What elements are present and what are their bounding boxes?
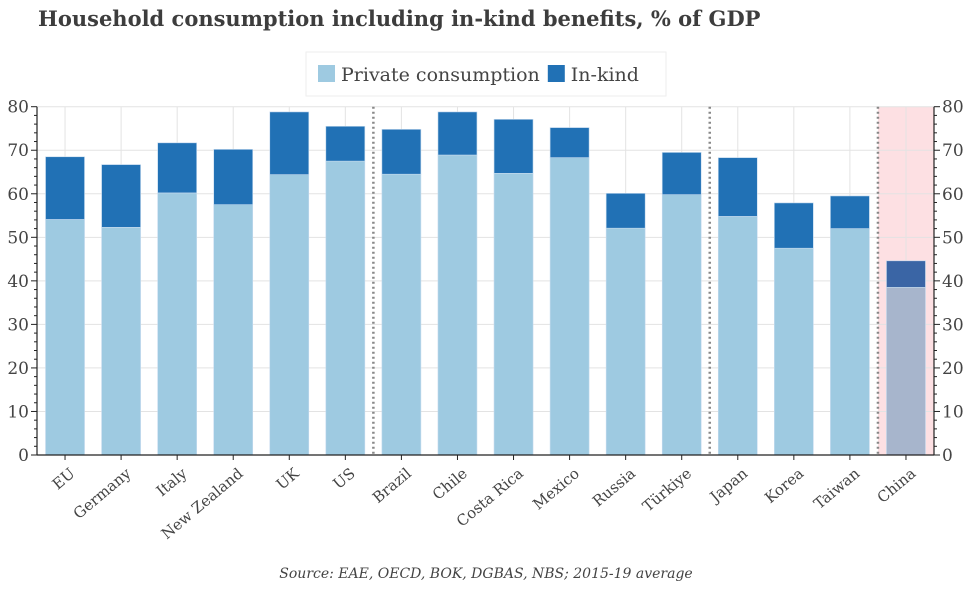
bar-inkind-eu — [45, 156, 85, 220]
y-tick-label-right: 60 — [942, 185, 964, 205]
bar-private-china — [886, 287, 926, 456]
bar-inkind-us — [325, 125, 366, 162]
y-tick-label-left: 40 — [7, 272, 29, 292]
x-tick-label: Türkiye — [639, 464, 695, 515]
bar-private-eu — [45, 219, 85, 456]
bar-inkind-new-zealand — [213, 149, 254, 205]
y-tick-label-left: 20 — [7, 359, 29, 379]
legend-swatch — [547, 65, 565, 82]
bar-private-taiwan — [830, 228, 870, 456]
bar-private-italy — [157, 192, 197, 456]
legend-swatch — [318, 65, 335, 82]
x-tick-label: Japan — [705, 464, 751, 507]
x-tick-label: Italy — [153, 464, 191, 500]
bar-inkind-taiwan — [830, 195, 870, 229]
bar-inkind-chile — [437, 111, 478, 156]
y-tick-label-right: 10 — [942, 402, 964, 422]
bar-inkind-uk — [269, 111, 310, 175]
y-tick-label-left: 10 — [7, 402, 29, 422]
x-tick-label: EU — [49, 464, 79, 493]
x-tick-label: Taiwan — [810, 464, 863, 513]
bar-private-russia — [605, 227, 646, 456]
bar-private-türkiye — [661, 194, 702, 456]
bar-private-korea — [774, 247, 814, 456]
bar-inkind-costa-rica — [493, 119, 534, 174]
bar-private-germany — [101, 226, 141, 456]
y-tick-label-right: 20 — [942, 359, 964, 379]
bar-private-chile — [437, 154, 478, 456]
y-tick-label-left: 50 — [7, 228, 29, 248]
y-tick-label-right: 80 — [942, 98, 964, 118]
bar-private-brazil — [381, 173, 422, 456]
y-tick-label-left: 80 — [7, 98, 29, 118]
x-tick-label: Chile — [429, 464, 471, 503]
bar-inkind-japan — [717, 157, 758, 217]
legend-label: Private consumption — [341, 64, 540, 86]
bar-inkind-türkiye — [661, 152, 702, 195]
y-tick-label-right: 50 — [942, 228, 964, 248]
x-tick-label: Brazil — [369, 464, 415, 507]
bar-private-costa-rica — [493, 173, 534, 456]
chart-title: Household consumption including in-kind … — [38, 6, 761, 31]
legend-label: In-kind — [571, 64, 639, 86]
bar-private-japan — [717, 216, 758, 456]
source-note: Source: EAE, OECD, BOK, DGBAS, NBS; 2015… — [279, 566, 693, 582]
bar-private-us — [325, 160, 366, 456]
bar-private-uk — [269, 174, 310, 456]
y-tick-label-left: 60 — [7, 185, 29, 205]
x-tick-label: US — [330, 464, 359, 493]
x-tick-label: Mexico — [529, 464, 583, 513]
y-tick-label-right: 40 — [942, 272, 964, 292]
x-tick-label: Russia — [589, 464, 639, 510]
y-tick-label-right: 70 — [942, 141, 964, 161]
x-tick-label: UK — [273, 464, 303, 494]
bar-private-new-zealand — [213, 204, 254, 456]
y-tick-label-left: 30 — [7, 315, 29, 335]
y-tick-label-left: 0 — [18, 446, 29, 466]
y-tick-label-right: 30 — [942, 315, 964, 335]
legend — [305, 51, 667, 97]
y-tick-label-right: 0 — [942, 446, 953, 466]
x-tick-label: Korea — [761, 464, 807, 507]
bar-inkind-italy — [157, 142, 197, 194]
y-tick-label-left: 70 — [7, 141, 29, 161]
bar-inkind-brazil — [381, 129, 422, 175]
x-tick-label: China — [874, 464, 920, 506]
x-tick-label: Germany — [70, 464, 135, 523]
bar-inkind-russia — [605, 193, 646, 229]
bar-inkind-germany — [101, 164, 141, 228]
bar-inkind-china — [886, 260, 926, 288]
bar-private-mexico — [549, 157, 590, 456]
bar-inkind-mexico — [549, 127, 590, 158]
bar-inkind-korea — [774, 202, 814, 249]
